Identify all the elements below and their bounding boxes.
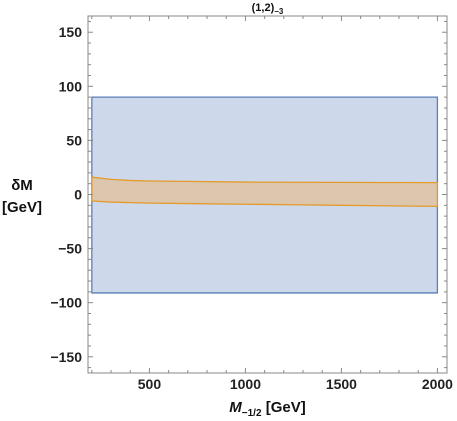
allowed-band-orange: [91, 176, 439, 208]
y-axis-ticks: −150 −100 −50 0 50 100 150: [50, 20, 447, 369]
chart-title: (1,2)−3: [252, 2, 284, 16]
x-axis-ticks: 500 1000 1500 2000: [91, 16, 453, 392]
x-axis-label: M−1/2 [GeV]: [229, 399, 305, 419]
y-axis-label-line1: δM: [11, 177, 33, 194]
y-tick-label: 50: [66, 132, 82, 148]
chart-title-main: (1,2): [252, 2, 275, 14]
x-axis-label-symbol: M: [229, 399, 242, 416]
y-tick-label: 150: [59, 24, 83, 40]
y-tick-label: −100: [50, 295, 82, 311]
x-tick-label: 500: [138, 376, 162, 392]
y-tick-label: 0: [74, 187, 82, 203]
y-tick-label: −50: [58, 241, 82, 257]
y-tick-label: 100: [59, 78, 83, 94]
y-axis-label-line2: [GeV]: [2, 199, 42, 216]
y-tick-label: −150: [50, 349, 82, 365]
x-axis-label-subscript: −1/2: [242, 408, 262, 419]
x-tick-label: 2000: [422, 376, 453, 392]
plot-regions: [91, 96, 439, 294]
x-axis-label-unit: [GeV]: [262, 399, 306, 416]
x-tick-label: 1000: [230, 376, 261, 392]
x-tick-label: 1500: [326, 376, 357, 392]
chart-title-subscript: −3: [274, 7, 284, 16]
